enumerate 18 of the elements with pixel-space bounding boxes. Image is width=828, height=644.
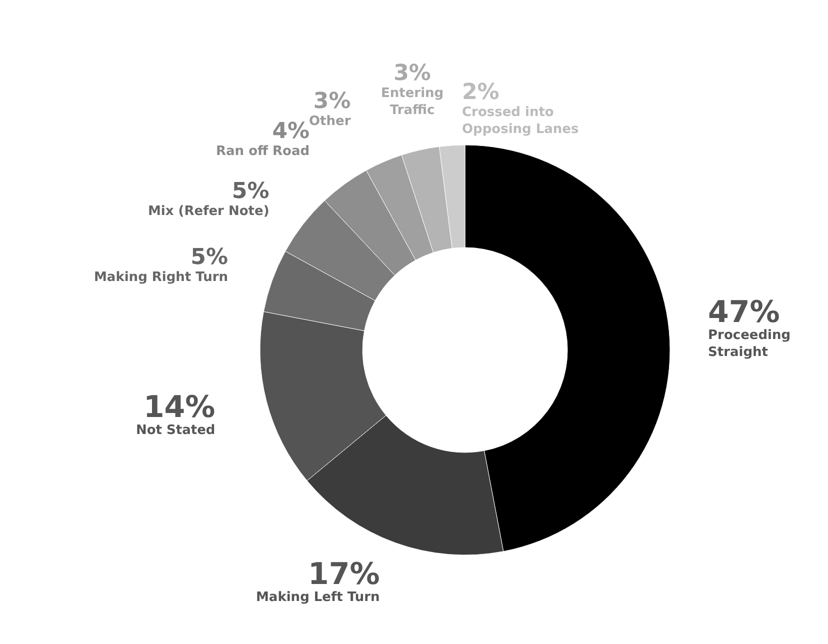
slice-label: Other bbox=[309, 114, 352, 129]
slice-label: Making Right Turn bbox=[94, 270, 228, 285]
data-label: 17% bbox=[308, 557, 380, 592]
slice-label: Crossed into Opposing Lanes bbox=[462, 104, 579, 137]
slice-label: Ran off Road bbox=[216, 144, 310, 159]
data-label: 14% bbox=[143, 390, 216, 425]
data-label: 4% bbox=[272, 119, 310, 144]
data-label: 3% bbox=[394, 61, 431, 86]
slice-label: Proceeding Straight bbox=[708, 328, 791, 360]
slice-label: Making Left Turn bbox=[256, 590, 380, 605]
data-label: 3% bbox=[313, 89, 351, 114]
slice-label: Entering Traffic bbox=[381, 86, 444, 118]
data-label: 47% bbox=[708, 295, 780, 330]
slice-label: Mix (Refer Note) bbox=[148, 204, 270, 219]
data-label: 5% bbox=[232, 179, 270, 204]
data-label: 2% bbox=[462, 80, 500, 105]
data-label: 5% bbox=[190, 245, 228, 270]
slice-label: Not Stated bbox=[136, 422, 216, 438]
